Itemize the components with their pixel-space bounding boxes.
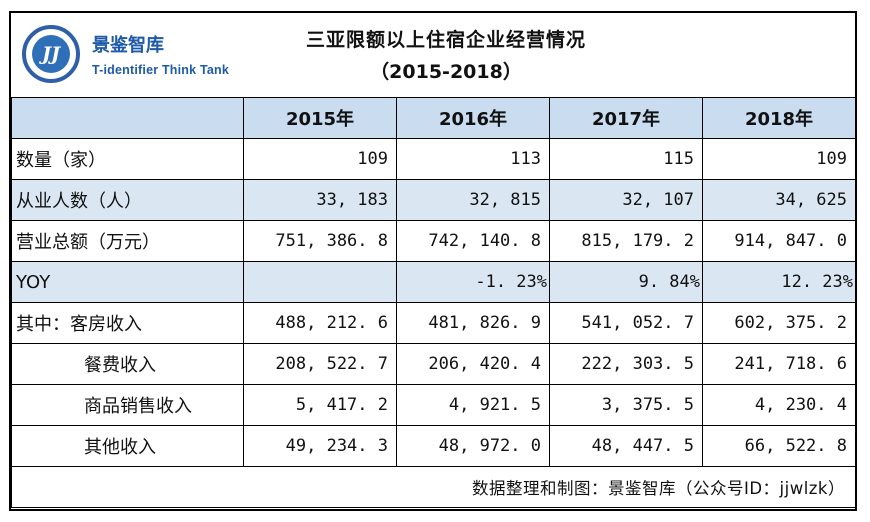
- table-cell: 48, 447. 5: [549, 425, 703, 467]
- table-row: 其他收入 49, 234. 3 48, 972. 0 48, 447. 5 66…: [11, 425, 856, 467]
- table-cell: 3, 375. 5: [549, 384, 703, 426]
- table-cell: 206, 420. 4: [396, 343, 550, 385]
- report-header: JJ 景鉴智库 T-identifier Think Tank 三亚限额以上住宿…: [11, 13, 855, 97]
- table-cell: 66, 522. 8: [702, 425, 856, 467]
- table-cell: 32, 815: [396, 179, 550, 221]
- table-cell: 541, 052. 7: [549, 302, 703, 344]
- source-note: 数据整理和制图：景鉴智库（公众号ID：jjwlzk）: [11, 466, 856, 508]
- table-cell: 742, 140. 8: [396, 220, 550, 262]
- table-row: 餐费收入 208, 522. 7 206, 420. 4 222, 303. 5…: [11, 343, 856, 385]
- brand-logo-icon: JJ: [22, 25, 80, 83]
- table-cell: -1. 23%: [396, 261, 550, 303]
- report-title: 三亚限额以上住宿企业经营情况: [305, 29, 586, 51]
- table-cell: 4, 230. 4: [702, 384, 856, 426]
- table-cell: 32, 107: [549, 179, 703, 221]
- table-cell: [243, 261, 397, 303]
- table-cell: 208, 522. 7: [243, 343, 397, 385]
- brand-name-en: T-identifier Think Tank: [92, 63, 230, 77]
- table-cell: 109: [702, 138, 856, 180]
- table-cell: 241, 718. 6: [702, 343, 856, 385]
- row-label: 营业总额（万元）: [11, 220, 244, 262]
- table-cell: 5, 417. 2: [243, 384, 397, 426]
- row-label: 其中：客房收入: [11, 302, 244, 344]
- table-row: 从业人数（人） 33, 183 32, 815 32, 107 34, 625: [11, 179, 856, 221]
- table-header-row: 2015年 2016年 2017年 2018年: [11, 97, 856, 139]
- report-frame: JJ 景鉴智库 T-identifier Think Tank 三亚限额以上住宿…: [9, 11, 857, 511]
- report-subtitle: （2015-2018）: [370, 61, 522, 83]
- column-header: [11, 97, 244, 139]
- column-header: 2015年: [243, 97, 397, 139]
- table-row: 其中：客房收入 488, 212. 6 481, 826. 9 541, 052…: [11, 302, 856, 344]
- data-table: 2015年 2016年 2017年 2018年 数量（家） 109 113 11…: [11, 97, 856, 508]
- brand-name-cn: 景鉴智库: [92, 35, 164, 56]
- column-header: 2017年: [549, 97, 703, 139]
- row-label: YOY: [11, 261, 244, 303]
- table-footer-row: 数据整理和制图：景鉴智库（公众号ID：jjwlzk）: [11, 466, 856, 508]
- row-label: 从业人数（人）: [11, 179, 244, 221]
- table-row: 数量（家） 109 113 115 109: [11, 138, 856, 180]
- row-label: 数量（家）: [11, 138, 244, 180]
- table-cell: 115: [549, 138, 703, 180]
- table-cell: 4, 921. 5: [396, 384, 550, 426]
- table-cell: 34, 625: [702, 179, 856, 221]
- table-cell: 12. 23%: [702, 261, 856, 303]
- table-row: YOY -1. 23% 9. 84% 12. 23%: [11, 261, 856, 303]
- table-cell: 48, 972. 0: [396, 425, 550, 467]
- column-header: 2018年: [702, 97, 856, 139]
- table-cell: 9. 84%: [549, 261, 703, 303]
- table-cell: 914, 847. 0: [702, 220, 856, 262]
- table-cell: 49, 234. 3: [243, 425, 397, 467]
- table-row: 商品销售收入 5, 417. 2 4, 921. 5 3, 375. 5 4, …: [11, 384, 856, 426]
- column-header: 2016年: [396, 97, 550, 139]
- table-row: 营业总额（万元） 751, 386. 8 742, 140. 8 815, 17…: [11, 220, 856, 262]
- table-cell: 751, 386. 8: [243, 220, 397, 262]
- table-cell: 815, 179. 2: [549, 220, 703, 262]
- table-cell: 602, 375. 2: [702, 302, 856, 344]
- row-label: 商品销售收入: [11, 384, 244, 426]
- table-cell: 488, 212. 6: [243, 302, 397, 344]
- logo-monogram: JJ: [42, 43, 60, 65]
- table-cell: 113: [396, 138, 550, 180]
- table-cell: 33, 183: [243, 179, 397, 221]
- table-cell: 222, 303. 5: [549, 343, 703, 385]
- table-cell: 109: [243, 138, 397, 180]
- row-label: 其他收入: [11, 425, 244, 467]
- table-cell: 481, 826. 9: [396, 302, 550, 344]
- row-label: 餐费收入: [11, 343, 244, 385]
